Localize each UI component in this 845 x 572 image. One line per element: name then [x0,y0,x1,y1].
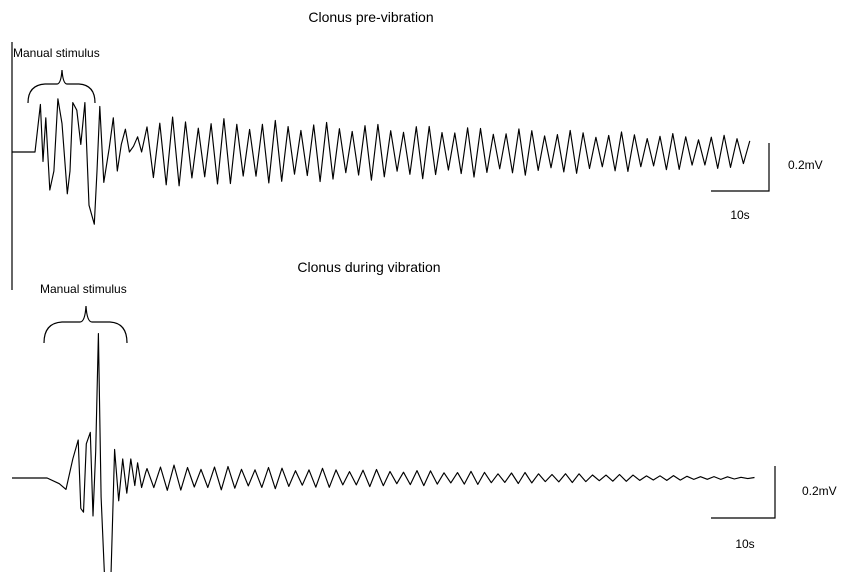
panel-title-pre: Clonus pre-vibration [308,9,433,25]
scale-bar-time-label: 10s [730,208,749,222]
emg-trace-pre [12,98,751,225]
panel-title-during: Clonus during vibration [297,259,440,275]
scale-bar-lines [711,466,776,519]
emg-trace-during [12,333,755,572]
scale-bar-during: 0.2mV 10s [711,466,837,551]
panel-pre-vibration: Clonus pre-vibration Manual stimulus 0.2… [11,9,823,290]
stimulus-brace-during [43,305,128,344]
stimulus-brace-pre [27,69,96,104]
scale-bar-time-label: 10s [735,537,754,551]
manual-stimulus-label-pre: Manual stimulus [13,46,100,60]
panel-during-vibration: Clonus during vibration Manual stimulus … [12,259,837,572]
manual-stimulus-label-during: Manual stimulus [40,282,127,296]
scale-bar-lines [711,143,770,192]
scale-bar-amplitude-label: 0.2mV [802,484,837,498]
scale-bar-amplitude-label: 0.2mV [788,158,823,172]
scale-bar-pre: 0.2mV 10s [711,143,823,222]
